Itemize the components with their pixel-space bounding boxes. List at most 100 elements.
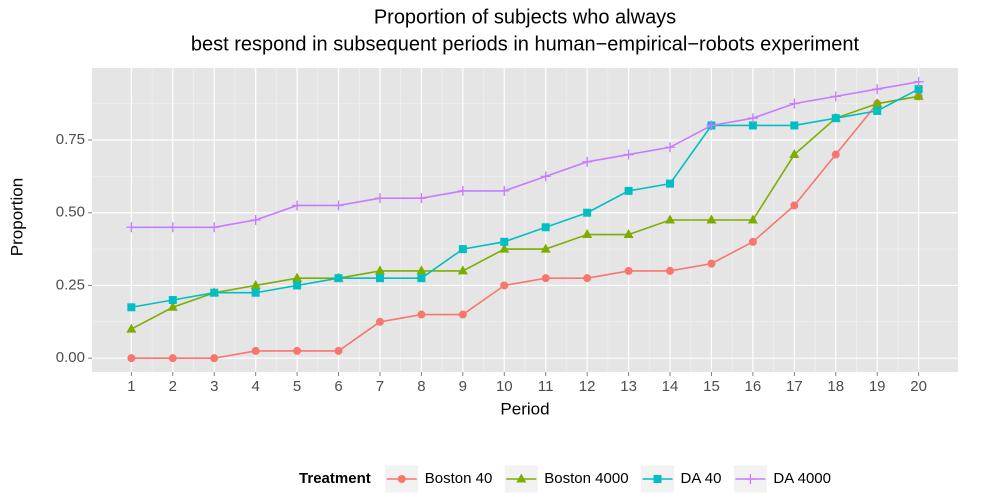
x-tick-label: 8 (417, 378, 425, 395)
point (333, 200, 344, 211)
point (707, 259, 716, 268)
x-tick-label: 12 (579, 378, 596, 395)
point (209, 222, 220, 233)
legend-title: Treatment (299, 470, 371, 487)
point (499, 243, 510, 253)
point (582, 156, 593, 167)
x-tick-label: 1 (127, 378, 135, 395)
x-tick-label: 9 (459, 378, 467, 395)
x-tick-label: 13 (620, 378, 637, 395)
point (624, 186, 633, 195)
point (748, 121, 757, 130)
point (666, 179, 675, 188)
point (416, 193, 427, 204)
point (789, 149, 800, 159)
point (623, 229, 634, 239)
point (457, 185, 468, 196)
y-tick-label: 0.50 (56, 204, 85, 221)
point (250, 215, 261, 225)
point (167, 222, 178, 233)
point (541, 223, 550, 232)
point (499, 185, 510, 196)
x-tick-label: 20 (910, 378, 927, 395)
point (126, 323, 137, 333)
point (251, 288, 260, 297)
point (831, 150, 840, 159)
point (872, 98, 883, 108)
point (168, 296, 177, 304)
x-tick-label: 4 (251, 378, 259, 395)
series-line (130, 95, 919, 330)
point (872, 84, 883, 95)
x-tick-label: 10 (496, 378, 513, 395)
point (873, 106, 882, 115)
chart-title: best respond in subsequent periods in hu… (191, 33, 860, 55)
x-tick-label: 6 (334, 378, 342, 395)
point (167, 301, 178, 311)
point (458, 245, 467, 254)
legend-label: Boston 4000 (544, 470, 628, 487)
point (127, 303, 136, 312)
point (375, 317, 384, 326)
legend-marker (745, 474, 756, 484)
x-tick-label: 2 (169, 378, 177, 395)
point (789, 98, 800, 109)
point (500, 237, 509, 246)
point (747, 214, 758, 224)
point (914, 85, 923, 94)
point (334, 346, 343, 355)
point (623, 149, 634, 160)
point (831, 114, 840, 123)
point (292, 272, 303, 282)
x-tick-label: 11 (538, 378, 554, 395)
point (748, 237, 757, 246)
point (374, 265, 385, 275)
point (582, 229, 593, 239)
point (374, 193, 385, 204)
legend-marker (653, 475, 662, 483)
x-tick-label: 17 (786, 378, 803, 395)
point (210, 288, 219, 297)
legend-marker (516, 473, 527, 483)
point (293, 346, 302, 355)
point (830, 91, 841, 102)
point (666, 266, 675, 275)
x-tick-label: 5 (293, 378, 301, 395)
point (706, 214, 717, 224)
point (540, 171, 551, 182)
point (417, 274, 426, 283)
series-line (131, 88, 920, 309)
legend: Treatment Boston 40 Boston 4000 DA 40 DA 400… (299, 464, 831, 494)
point (540, 243, 551, 253)
x-tick-label: 15 (703, 378, 720, 395)
y-tick-label: 0.25 (56, 276, 85, 293)
point (417, 310, 426, 319)
point (458, 310, 467, 319)
point (541, 274, 550, 283)
series-line (131, 81, 919, 229)
point (168, 354, 177, 363)
point (375, 274, 384, 283)
point (293, 281, 302, 290)
x-tick-label: 14 (662, 378, 679, 395)
point (250, 279, 261, 289)
legend-marker (397, 475, 406, 483)
point (790, 201, 799, 210)
point (706, 120, 717, 131)
x-tick-label: 19 (869, 378, 886, 395)
point (292, 200, 303, 211)
x-tick-label: 16 (745, 378, 762, 395)
chart-title: Proportion of subjects who always (374, 6, 676, 28)
point (457, 265, 468, 275)
point (583, 274, 592, 283)
point (500, 281, 509, 290)
point (416, 265, 427, 275)
y-tick-label: 0.75 (56, 131, 85, 148)
point (665, 214, 676, 224)
point (665, 142, 676, 153)
point (251, 346, 260, 355)
legend-label: DA 4000 (773, 470, 831, 487)
point (583, 208, 592, 217)
series-line (131, 95, 919, 359)
